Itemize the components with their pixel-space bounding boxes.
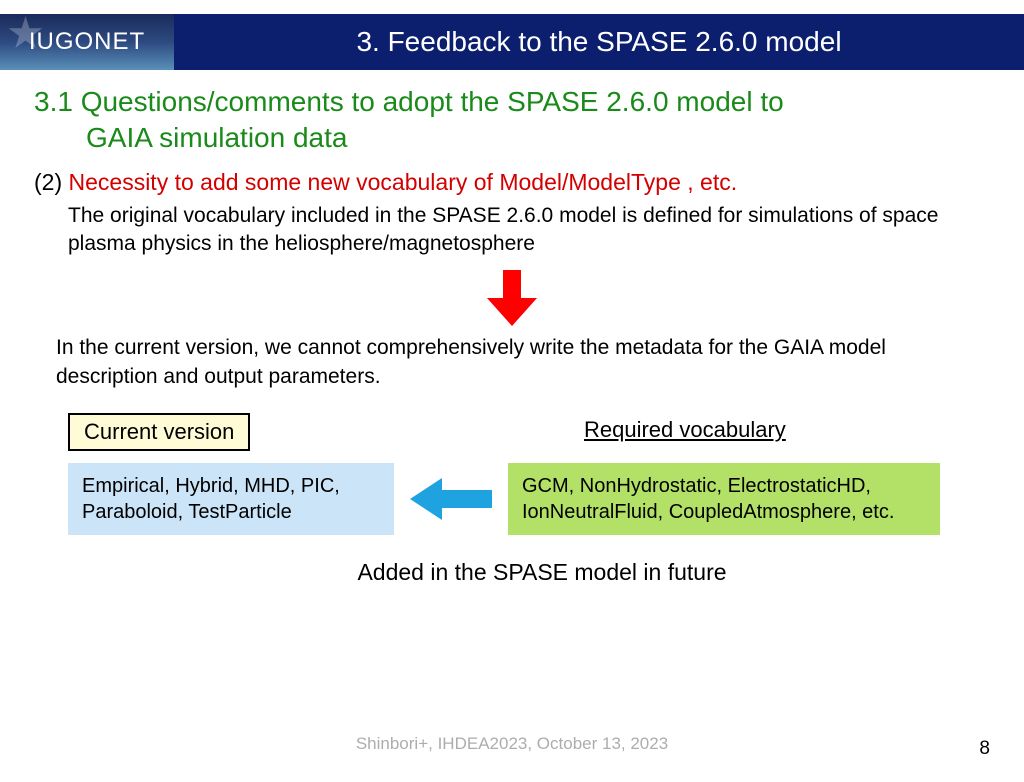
paragraph-1: The original vocabulary included in the … — [28, 202, 996, 259]
vocab-row: Empirical, Hybrid, MHD, PIC, Paraboloid,… — [28, 463, 996, 535]
section-heading: 3.1 Questions/comments to adopt the SPAS… — [28, 84, 996, 157]
down-arrow — [28, 268, 996, 328]
required-vocab-box: GCM, NonHydrostatic, ElectrostaticHD, Io… — [508, 463, 940, 535]
current-vocab-box: Empirical, Hybrid, MHD, PIC, Paraboloid,… — [68, 463, 394, 535]
required-vocab-label: Required vocabulary — [584, 417, 786, 443]
section-line1: 3.1 Questions/comments to adopt the SPAS… — [34, 86, 784, 117]
labels-row: Current version Required vocabulary — [28, 413, 996, 451]
page-number: 8 — [979, 738, 990, 760]
logo-text: IUGONET — [29, 28, 145, 56]
logo: IUGONET — [0, 14, 174, 70]
subhead-text: Necessity to add some new vocabulary of … — [69, 169, 738, 195]
content-area: 3.1 Questions/comments to adopt the SPAS… — [0, 70, 1024, 586]
current-version-label: Current version — [68, 413, 250, 451]
section-line2: GAIA simulation data — [34, 120, 996, 156]
subhead-number: (2) — [34, 169, 69, 195]
footer-citation: Shinbori+, IHDEA2023, October 13, 2023 — [0, 734, 1024, 754]
future-text: Added in the SPASE model in future — [28, 559, 996, 586]
slide-title: 3. Feedback to the SPASE 2.6.0 model — [356, 26, 841, 58]
header: IUGONET 3. Feedback to the SPASE 2.6.0 m… — [0, 14, 1024, 70]
paragraph-2: In the current version, we cannot compre… — [28, 334, 996, 391]
left-arrow-icon — [408, 476, 494, 522]
title-bar: 3. Feedback to the SPASE 2.6.0 model — [174, 14, 1024, 70]
subheading: (2) Necessity to add some new vocabulary… — [28, 169, 996, 196]
down-arrow-icon — [485, 268, 539, 328]
